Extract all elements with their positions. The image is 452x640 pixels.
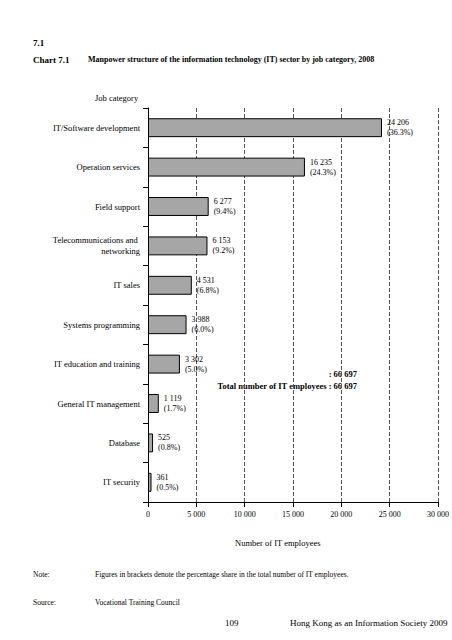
svg-text:networking: networking [101, 246, 140, 256]
svg-text:Systems programming: Systems programming [63, 320, 140, 330]
svg-text:Source:: Source: [33, 598, 56, 607]
svg-text:1 119: 1 119 [164, 394, 182, 403]
svg-text:361: 361 [156, 473, 168, 482]
svg-text:Database: Database [109, 438, 140, 448]
svg-text:(0.8%): (0.8%) [158, 443, 180, 452]
svg-text:IT sales: IT sales [113, 280, 140, 290]
svg-text:Total number of IT employees :: Total number of IT employees : 66 697 [218, 381, 358, 391]
svg-text:109: 109 [225, 618, 239, 628]
svg-text:(6.8%): (6.8%) [197, 286, 219, 295]
svg-text:Hong Kong as an Information So: Hong Kong as an Information Society 2009 [290, 618, 448, 628]
svg-text:IT education and training: IT education and training [54, 359, 141, 369]
svg-text:(36.3%): (36.3%) [387, 128, 413, 137]
svg-text:Figures in brackets denote the: Figures in brackets denote the percentag… [95, 570, 349, 579]
svg-text:(9.2%): (9.2%) [212, 246, 234, 255]
svg-text:Manpower structure of the info: Manpower structure of the information te… [88, 55, 374, 64]
svg-text:Telecommunications and: Telecommunications and [53, 235, 140, 245]
svg-text:Chart 7.1: Chart 7.1 [33, 55, 70, 65]
svg-text:(24.3%): (24.3%) [310, 168, 336, 177]
svg-text:5 000: 5 000 [187, 510, 205, 519]
svg-text:20 000: 20 000 [330, 510, 352, 519]
svg-text:3 988: 3 988 [192, 315, 210, 324]
svg-text:: 66 697: : 66 697 [329, 369, 358, 379]
svg-text:Field support: Field support [95, 202, 141, 212]
svg-text:10 000: 10 000 [234, 510, 256, 519]
svg-text:General IT management: General IT management [58, 399, 141, 409]
svg-text:IT/Software development: IT/Software development [53, 123, 141, 133]
svg-text:25 000: 25 000 [379, 510, 401, 519]
svg-text:Operation services: Operation services [77, 162, 141, 172]
svg-text:6 153: 6 153 [212, 236, 230, 245]
svg-text:Job category: Job category [95, 93, 139, 103]
svg-text:(1.7%): (1.7%) [164, 404, 186, 413]
svg-text:6 277: 6 277 [214, 197, 232, 206]
svg-text:16 235: 16 235 [310, 158, 332, 167]
svg-text:0: 0 [146, 510, 150, 519]
svg-text:Note:: Note: [33, 570, 50, 579]
svg-text:4 531: 4 531 [197, 276, 215, 285]
svg-text:7.1: 7.1 [33, 38, 45, 48]
svg-text:Vocational Training Council: Vocational Training Council [95, 598, 180, 607]
svg-text:(6.0%): (6.0%) [192, 325, 214, 334]
svg-text:30 000: 30 000 [427, 510, 449, 519]
svg-text:3 302: 3 302 [185, 355, 203, 364]
svg-text:15 000: 15 000 [282, 510, 304, 519]
svg-text:Number of IT employees: Number of IT employees [235, 538, 321, 548]
svg-text:IT security: IT security [103, 477, 141, 487]
svg-text:24 206: 24 206 [387, 118, 409, 127]
svg-text:(5.0%): (5.0%) [185, 365, 207, 374]
svg-text:525: 525 [158, 433, 170, 442]
svg-text:(0.5%): (0.5%) [156, 483, 178, 492]
svg-text:(9.4%): (9.4%) [214, 207, 236, 216]
